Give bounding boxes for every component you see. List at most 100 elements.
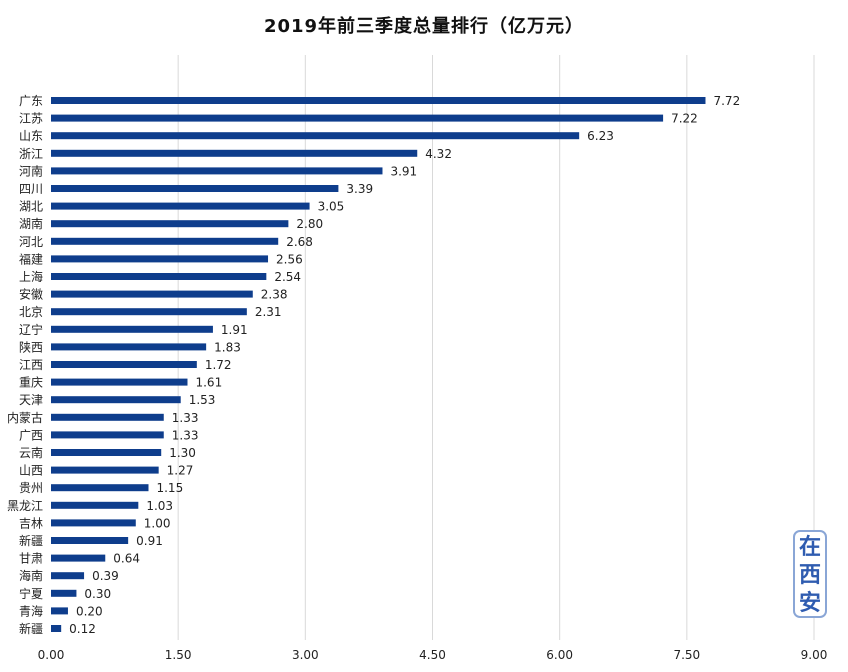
- category-label: 江苏: [19, 112, 43, 126]
- bar: [51, 290, 253, 298]
- value-label: 0.39: [92, 569, 119, 583]
- category-label: 湖北: [19, 199, 43, 214]
- value-label: 1.15: [156, 481, 183, 495]
- category-label: 上海: [19, 269, 43, 284]
- value-label: 1.61: [195, 376, 222, 390]
- x-tick-label: 4.50: [419, 648, 446, 662]
- value-label: 2.56: [276, 252, 303, 266]
- category-label: 广西: [19, 428, 43, 442]
- bar: [51, 572, 85, 580]
- watermark-char: 西: [798, 563, 821, 588]
- value-label: 0.30: [84, 587, 111, 601]
- x-tick-label: 3.00: [292, 648, 319, 662]
- category-label: 青海: [19, 603, 43, 618]
- bar: [51, 554, 106, 562]
- bar: [51, 343, 207, 351]
- bar: [51, 413, 164, 421]
- x-tick-label: 0.00: [38, 648, 65, 662]
- category-label: 天津: [19, 393, 43, 407]
- value-label: 7.72: [713, 94, 740, 108]
- value-label: 4.32: [425, 147, 452, 161]
- grid-lines: [177, 55, 815, 640]
- category-label: 云南: [19, 445, 43, 460]
- category-label: 广东: [19, 94, 43, 108]
- bar: [51, 589, 77, 597]
- value-label: 1.91: [221, 323, 248, 337]
- bar: [51, 361, 197, 368]
- x-tick-label: 7.50: [673, 648, 700, 662]
- x-tick-label: 6.00: [546, 648, 573, 662]
- value-label: 6.23: [587, 129, 614, 143]
- bar: [51, 202, 310, 210]
- category-label: 山东: [19, 129, 43, 143]
- category-label: 河北: [19, 235, 43, 249]
- bar: [51, 273, 267, 280]
- category-label: 河南: [19, 163, 43, 178]
- category-label: 四川: [19, 182, 43, 196]
- category-label: 新疆: [19, 533, 43, 548]
- labels: 广东 7.72 江苏 7.22 山东 6.23 浙江 4.32 河南 3.91 四川 3.39 湖北 3.…: [7, 94, 740, 636]
- category-label: 重庆: [19, 376, 43, 390]
- value-label: 1.03: [146, 499, 173, 513]
- value-label: 0.91: [136, 534, 163, 548]
- bar: [51, 114, 664, 122]
- value-label: 2.31: [255, 305, 282, 319]
- category-label: 吉林: [19, 516, 43, 530]
- value-label: 3.91: [390, 164, 417, 178]
- category-label: 海南: [19, 568, 43, 583]
- value-label: 1.83: [214, 340, 241, 354]
- bar: [51, 537, 129, 544]
- value-label: 1.00: [144, 516, 171, 530]
- value-label: 2.38: [261, 288, 288, 302]
- value-label: 1.30: [169, 446, 196, 460]
- category-label: 新疆: [19, 621, 43, 636]
- bar: [51, 607, 68, 615]
- category-label: 浙江: [19, 147, 43, 161]
- bar: [51, 132, 580, 140]
- category-label: 内蒙古: [7, 410, 43, 425]
- category-label: 甘肃: [19, 552, 43, 566]
- bar: [51, 255, 269, 263]
- x-tick-label: 9.00: [801, 648, 828, 662]
- category-label: 安徽: [19, 287, 43, 302]
- value-label: 1.27: [167, 464, 194, 478]
- watermark-char: 在: [798, 535, 821, 560]
- bar: [51, 466, 159, 474]
- bar: [51, 501, 139, 509]
- watermark-stamp: 在 西 安: [793, 530, 827, 618]
- bar: [51, 149, 418, 157]
- category-label: 辽宁: [19, 322, 43, 337]
- category-label: 山西: [19, 464, 43, 478]
- category-label: 陕西: [19, 339, 43, 354]
- bar: [51, 449, 162, 456]
- bar: [51, 625, 62, 632]
- bar: [51, 396, 181, 404]
- bar: [51, 220, 289, 228]
- bar: [51, 325, 213, 333]
- category-label: 贵州: [19, 481, 43, 495]
- category-label: 黑龙江: [7, 499, 43, 513]
- value-label: 7.22: [671, 112, 698, 126]
- x-axis-ticks: 0.00 1.50 3.00 4.50 6.00 7.50 9.00: [38, 648, 828, 662]
- category-label: 江西: [19, 358, 43, 372]
- x-tick-label: 1.50: [165, 648, 192, 662]
- chart-title: 2019年前三季度总量排行（亿万元）: [263, 16, 585, 37]
- value-label: 2.68: [286, 235, 313, 249]
- bar: [51, 167, 383, 175]
- bar: [51, 97, 706, 104]
- value-label: 3.05: [318, 200, 345, 214]
- bar: [51, 185, 339, 192]
- bar: [51, 308, 247, 316]
- value-label: 1.53: [189, 393, 216, 407]
- bar: [51, 484, 149, 492]
- bar: [51, 378, 188, 386]
- value-label: 0.20: [76, 604, 103, 618]
- value-label: 1.33: [172, 428, 199, 442]
- value-label: 0.64: [113, 552, 140, 566]
- value-label: 2.80: [296, 217, 323, 231]
- category-label: 北京: [19, 305, 43, 319]
- value-label: 1.33: [172, 411, 199, 425]
- category-label: 湖南: [19, 216, 43, 231]
- value-label: 1.72: [205, 358, 232, 372]
